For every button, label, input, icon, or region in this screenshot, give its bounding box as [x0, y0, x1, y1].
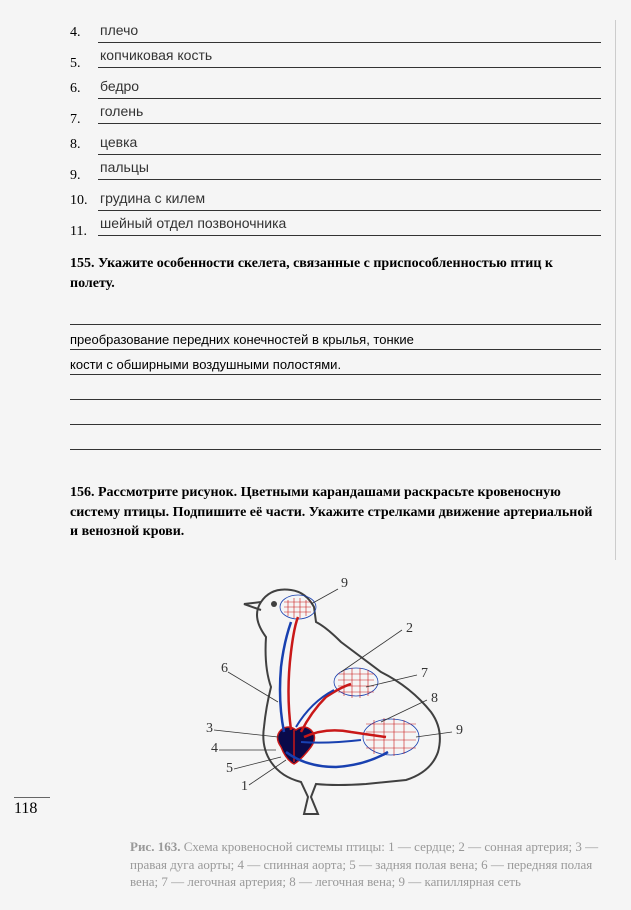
aortic-arch: [301, 684, 351, 732]
item-num: 11.: [70, 221, 98, 242]
capillary-network-body: [363, 718, 419, 756]
answer-line: кости с обширными воздушными полостями.: [70, 353, 601, 375]
item-num: 8.: [70, 134, 98, 155]
item-text: шейный отдел позвоночника: [98, 213, 601, 236]
svg-text:6: 6: [221, 661, 228, 676]
svg-text:8: 8: [431, 691, 438, 706]
blank-line: [70, 378, 601, 400]
list-item: 6.бедро: [70, 76, 601, 99]
svg-text:4: 4: [211, 741, 218, 756]
item-text: бедро: [98, 76, 601, 99]
list-item: 10.грудина с килем: [70, 188, 601, 211]
item-text: голень: [98, 101, 601, 124]
svg-text:9: 9: [456, 723, 463, 738]
blank-line: [70, 303, 601, 325]
item-text: пальцы: [98, 157, 601, 180]
item-num: 7.: [70, 109, 98, 130]
capillary-network-head: [280, 595, 316, 619]
page-number: 118: [14, 797, 50, 818]
item-text: плечо: [98, 20, 601, 43]
list-item: 4.плечо: [70, 20, 601, 43]
capillary-network-wing: [334, 668, 378, 698]
figure-caption: Рис. 163. Схема кровеносной системы птиц…: [70, 838, 601, 891]
svg-text:7: 7: [421, 666, 428, 681]
item-num: 5.: [70, 53, 98, 74]
item-text: копчиковая кость: [98, 45, 601, 68]
list-item: 7.голень: [70, 101, 601, 124]
list-item: 11.шейный отдел позвоночника: [70, 213, 601, 236]
item-num: 10.: [70, 190, 98, 211]
item-text: грудина с килем: [98, 188, 601, 211]
list-item: 9.пальцы: [70, 157, 601, 180]
svg-text:5: 5: [226, 761, 233, 776]
answer-line: преобразование передних конечностей в кр…: [70, 328, 601, 350]
caption-title: Рис. 163.: [130, 839, 180, 854]
eye: [271, 601, 277, 607]
item-num: 6.: [70, 78, 98, 99]
caption-text: Схема кровеносной системы птицы: 1 — сер…: [130, 839, 598, 889]
blank-line: [70, 403, 601, 425]
svg-text:9: 9: [341, 576, 348, 591]
figure-163: 9 2 7 8 9 6 3 4 5 1 Рис. 163. Схема кров…: [70, 572, 601, 891]
blank-line: [70, 428, 601, 450]
side-border: [615, 20, 616, 560]
svg-text:2: 2: [406, 621, 413, 636]
svg-text:1: 1: [241, 779, 248, 794]
section-155-heading: 155. Укажите особенности скелета, связан…: [70, 254, 601, 293]
item-num: 4.: [70, 22, 98, 43]
section-156-heading: 156. Рассмотрите рисунок. Цветными каран…: [70, 483, 601, 542]
numbered-list: 4.плечо 5.копчиковая кость 6.бедро 7.гол…: [70, 20, 601, 236]
bird-circulatory-diagram: 9 2 7 8 9 6 3 4 5 1: [166, 572, 506, 832]
svg-text:3: 3: [206, 721, 213, 736]
item-num: 9.: [70, 165, 98, 186]
list-item: 8.цевка: [70, 132, 601, 155]
carotid-artery: [288, 617, 298, 730]
item-text: цевка: [98, 132, 601, 155]
list-item: 5.копчиковая кость: [70, 45, 601, 68]
